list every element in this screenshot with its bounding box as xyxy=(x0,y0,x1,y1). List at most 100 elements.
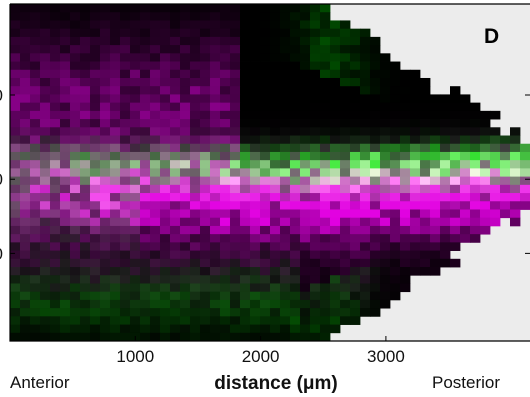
heatmap-cell xyxy=(30,77,41,87)
heatmap-cell xyxy=(180,102,191,112)
heatmap-cell xyxy=(270,267,281,276)
heatmap-cell xyxy=(70,45,81,54)
heatmap-cell xyxy=(30,234,41,243)
heatmap-cell xyxy=(190,160,201,169)
heatmap-cell xyxy=(240,61,251,71)
heatmap-cell xyxy=(400,176,411,186)
heatmap-cell xyxy=(60,110,71,120)
heatmap-cell xyxy=(60,193,71,202)
heatmap-cell xyxy=(30,267,41,276)
heatmap-cell xyxy=(470,184,481,194)
x-tick-label: 2000 xyxy=(242,347,280,366)
heatmap-cell xyxy=(90,20,101,30)
heatmap-cell xyxy=(280,102,291,112)
heatmap-cell xyxy=(260,69,271,79)
heatmap-cell xyxy=(160,45,171,54)
heatmap-cell xyxy=(40,217,51,227)
heatmap-cell xyxy=(480,209,491,219)
heatmap-cell xyxy=(350,160,361,169)
heatmap-cell xyxy=(300,242,311,251)
heatmap-cell xyxy=(70,201,81,210)
heatmap-cell xyxy=(180,127,191,136)
heatmap-cell xyxy=(80,299,91,309)
heatmap-cell xyxy=(270,20,281,30)
heatmap-cell xyxy=(490,143,501,153)
heatmap-cell xyxy=(70,258,81,268)
heatmap-cell xyxy=(70,316,81,325)
heatmap-cell xyxy=(190,4,201,13)
heatmap-cell xyxy=(230,69,241,79)
heatmap-cell xyxy=(250,102,261,112)
heatmap-cell xyxy=(240,250,251,260)
heatmap-cell xyxy=(330,234,341,243)
heatmap-cell xyxy=(350,143,361,153)
heatmap-cell xyxy=(460,160,471,169)
heatmap-cell xyxy=(20,332,31,341)
heatmap-cell xyxy=(40,69,51,79)
heatmap-cell xyxy=(70,275,81,284)
heatmap-cell xyxy=(490,151,501,161)
heatmap-cell xyxy=(20,102,31,112)
heatmap-cell xyxy=(270,77,281,87)
heatmap-cell xyxy=(60,217,71,227)
heatmap-cell xyxy=(260,53,271,62)
heatmap-cell xyxy=(230,4,241,13)
heatmap-cell xyxy=(280,201,291,210)
heatmap-cell xyxy=(130,20,141,30)
heatmap-cell xyxy=(280,283,291,293)
heatmap-cell xyxy=(30,4,41,13)
heatmap-cell xyxy=(300,4,311,13)
heatmap-cell xyxy=(320,242,331,251)
heatmap-cell xyxy=(230,61,241,71)
heatmap-cell xyxy=(10,4,21,13)
heatmap-cell xyxy=(160,267,171,276)
heatmap-cell xyxy=(30,283,41,293)
heatmap-cell xyxy=(90,45,101,54)
heatmap-cell xyxy=(80,86,91,95)
heatmap-cell xyxy=(220,258,231,268)
heatmap-cell xyxy=(160,151,171,161)
heatmap-cell xyxy=(210,86,221,95)
heatmap-cell xyxy=(370,267,381,276)
heatmap-cell xyxy=(340,234,351,243)
heatmap-cell xyxy=(340,110,351,120)
heatmap-cell xyxy=(10,12,21,21)
heatmap-cell xyxy=(300,61,311,71)
heatmap-cell xyxy=(20,275,31,284)
heatmap-cell xyxy=(290,12,301,21)
heatmap-cell xyxy=(410,193,421,202)
heatmap-cell xyxy=(20,324,31,334)
heatmap-cell xyxy=(250,160,261,169)
heatmap-cell xyxy=(70,291,81,301)
heatmap-cell xyxy=(270,94,281,104)
heatmap-cell xyxy=(150,119,161,128)
heatmap-cell xyxy=(100,45,111,54)
heatmap-cell xyxy=(310,225,321,235)
heatmap-cell xyxy=(170,168,181,178)
heatmap-cell xyxy=(100,316,111,325)
heatmap-cell xyxy=(110,209,121,219)
heatmap-cell xyxy=(60,45,71,54)
heatmap-cell xyxy=(500,160,511,169)
heatmap-cell xyxy=(170,135,181,145)
heatmap-cell xyxy=(160,94,171,104)
heatmap-cell xyxy=(300,209,311,219)
heatmap-cell xyxy=(280,127,291,136)
heatmap-cell xyxy=(10,151,21,161)
heatmap-cell xyxy=(20,4,31,13)
heatmap-cell xyxy=(320,20,331,30)
heatmap-cell xyxy=(110,77,121,87)
heatmap-cell xyxy=(140,77,151,87)
heatmap-cell xyxy=(350,151,361,161)
y-tick-label: 0 xyxy=(0,244,3,263)
heatmap-cell xyxy=(210,143,221,153)
heatmap-cell xyxy=(160,4,171,13)
heatmap-cell xyxy=(420,209,431,219)
heatmap-cell xyxy=(140,308,151,317)
heatmap-cell xyxy=(20,160,31,169)
heatmap-cell xyxy=(350,184,361,194)
heatmap-cell xyxy=(120,217,131,227)
heatmap-cell xyxy=(410,225,421,235)
heatmap-cell xyxy=(250,176,261,186)
heatmap-cell xyxy=(430,242,441,251)
